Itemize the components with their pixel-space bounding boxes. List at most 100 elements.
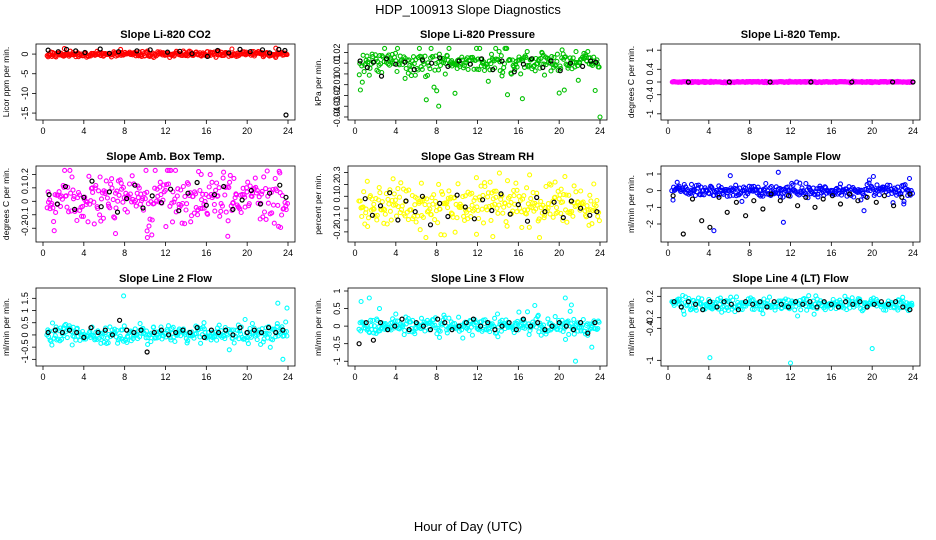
hourly-mean-point [885, 301, 892, 307]
series-point [876, 192, 882, 198]
series-point [405, 217, 411, 223]
y-tick-label: 0.1 [20, 182, 30, 195]
hourly-mean-point [54, 201, 60, 207]
series-point [90, 189, 96, 195]
outlier-point [562, 295, 568, 301]
series-point [44, 205, 50, 211]
series-point [688, 181, 695, 187]
x-tick-label: 24 [595, 126, 605, 136]
series-point [811, 311, 817, 317]
hourly-mean-point [102, 327, 108, 333]
series-point [66, 209, 72, 215]
hourly-mean-point [173, 329, 179, 336]
hourly-mean-point [378, 73, 385, 79]
hourly-mean-point [109, 332, 116, 338]
series-point [423, 97, 429, 103]
hourly-mean-point [164, 49, 171, 55]
series-point [709, 185, 715, 191]
series-point [449, 211, 455, 217]
series-point [523, 54, 529, 60]
series-point [569, 208, 575, 215]
series-point [545, 316, 551, 322]
outlier-point [452, 90, 458, 96]
y-tick-label: 0.02 [332, 44, 342, 62]
series-point [50, 205, 56, 211]
series-point [431, 192, 437, 198]
hourly-mean-point [226, 50, 232, 56]
hourly-mean-point [847, 191, 853, 197]
x-tick-label: 4 [81, 126, 86, 136]
outlier-point [473, 231, 480, 237]
hourly-mean-point [485, 320, 491, 326]
panel-title: Slope Gas Stream RH [421, 151, 534, 163]
hourly-mean-point [478, 323, 484, 329]
series-point [560, 199, 566, 205]
hourly-mean-point [850, 301, 856, 307]
series-point [197, 187, 203, 194]
series-point [253, 331, 259, 337]
series-point [524, 309, 531, 315]
series-point [866, 180, 872, 186]
series-point [582, 208, 588, 214]
series-point [198, 340, 204, 346]
series-point [558, 65, 564, 72]
outlier-point [711, 228, 717, 234]
y-tick-label: -0.04 [332, 107, 342, 128]
hourly-mean-point [470, 316, 476, 322]
series-point [763, 180, 769, 187]
hourly-mean-point [266, 325, 272, 331]
series-point [541, 215, 547, 221]
y-tick-label: -1 [645, 356, 655, 364]
series-point [879, 302, 885, 308]
series-point [465, 66, 471, 72]
series-point [91, 199, 97, 205]
hourly-mean-point [406, 327, 412, 333]
series-point [783, 296, 789, 302]
series-point [109, 176, 115, 182]
series-point [188, 219, 194, 225]
y-tick-label: 1 [645, 48, 655, 53]
x-tick-label: 24 [595, 248, 605, 258]
hourly-mean-point [907, 307, 913, 313]
hourly-mean-point [377, 203, 384, 209]
series-point [51, 219, 57, 225]
x-axis: 0 4 8 12 16 20 24 [40, 242, 293, 258]
x-tick-label: 4 [706, 126, 711, 136]
series-point [363, 206, 369, 212]
series-point [49, 342, 55, 348]
y-tick-label: -0.02 [332, 85, 342, 106]
hourly-mean-point [247, 49, 253, 55]
y-tick-label: 0 [332, 206, 342, 211]
y-tick-label: 0 [20, 199, 30, 204]
series-point [263, 325, 269, 331]
hourly-mean-point [567, 60, 574, 66]
series-point [584, 203, 590, 209]
hourly-mean-point [258, 329, 265, 336]
hourly-mean-point [864, 304, 870, 310]
series-point [428, 212, 434, 218]
series-point [157, 179, 163, 185]
series-point [445, 205, 451, 211]
series-point [157, 330, 163, 336]
series-point [259, 188, 265, 194]
hourly-mean-point [82, 49, 88, 56]
series-point [521, 193, 527, 199]
hourly-mean-point [45, 329, 51, 336]
series-point [115, 198, 121, 204]
series-point [806, 293, 812, 299]
series-point [206, 184, 212, 190]
hourly-mean-point [211, 192, 218, 198]
series-point [361, 189, 367, 195]
plot-frame [660, 165, 921, 243]
series-point [536, 216, 542, 222]
hourly-mean-point [442, 320, 448, 326]
series-point [491, 323, 497, 330]
series-point [423, 235, 429, 241]
series-point [114, 188, 120, 194]
series-point [594, 326, 600, 333]
panel-1: Slope Li-820 CO2 Licor ppm per min. 0 4 8 12 1… [1, 29, 296, 136]
series-point [230, 199, 236, 206]
series-point [283, 207, 289, 213]
series-point [207, 172, 213, 178]
x-axis: 0 4 8 12 16 20 24 [665, 366, 918, 382]
